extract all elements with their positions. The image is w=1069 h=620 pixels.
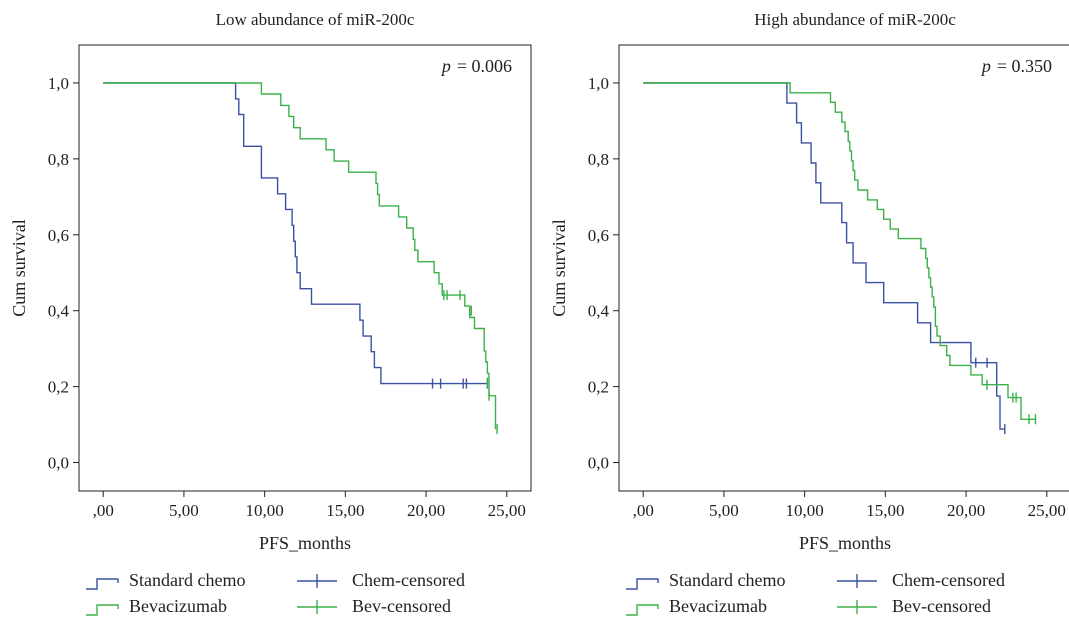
legend-item-standard-chemo: Standard chemo	[86, 570, 245, 590]
survival-curve-bevacizumab	[643, 82, 1036, 420]
y-axis: 0,0 0,2 0,4 0,6 0,8 1,0	[588, 74, 619, 473]
p-symbol: p	[440, 56, 451, 76]
y-tick-label: 0,4	[588, 302, 610, 321]
x-tick-label: ,00	[93, 501, 114, 520]
survival-curve-standard-chemo	[643, 82, 1005, 430]
x-axis-label: PFS_months	[259, 533, 351, 553]
x-tick-label: 10,00	[246, 501, 284, 520]
p-symbol: p	[980, 56, 991, 76]
legend-swatch-bevacizumab	[86, 604, 119, 616]
x-axis: ,00 5,00 10,00 15,00 20,00 25,00	[93, 491, 526, 520]
legend-item-standard-chemo: Standard chemo	[626, 570, 785, 590]
x-tick-label: 15,00	[866, 501, 904, 520]
plot-area	[643, 82, 1037, 435]
chart-title: High abundance of miR-200c	[754, 10, 956, 29]
legend-label-standard-chemo: Standard chemo	[669, 570, 785, 590]
x-tick-label: 25,00	[1028, 501, 1066, 520]
legend-item-bevacizumab: Bevacizumab	[86, 596, 227, 616]
y-tick-label: 0,0	[48, 454, 69, 473]
y-tick-label: 0,8	[48, 150, 69, 169]
legend-label-bevacizumab: Bevacizumab	[669, 596, 767, 616]
plot-area	[103, 82, 498, 435]
x-tick-label: 10,00	[786, 501, 824, 520]
panel-high-abundance: High abundance of miR-200c ,00 5,00 10,00 1…	[549, 10, 1069, 553]
legend-swatch-standard-chemo	[86, 578, 119, 590]
y-tick-label: 1,0	[588, 74, 609, 93]
p-value-label: p = 0.350	[980, 56, 1052, 76]
y-tick-label: 1,0	[48, 74, 69, 93]
p-value-label: p = 0.006	[440, 56, 512, 76]
y-tick-label: 0,4	[48, 302, 70, 321]
legend-label-bevacizumab: Bevacizumab	[129, 596, 227, 616]
p-value: = 0.350	[997, 56, 1052, 76]
y-tick-label: 0,2	[588, 378, 609, 397]
x-tick-label: 15,00	[326, 501, 364, 520]
legend-swatch-bev-censored	[837, 600, 877, 614]
legend-right: Standard chemo Bevacizumab Chem-censored…	[626, 570, 1005, 616]
plot-frame	[78, 44, 532, 492]
x-tick-label: 20,00	[407, 501, 445, 520]
x-axis: ,00 5,00 10,00 15,00 20,00 25,00	[633, 491, 1066, 520]
legend-label-chem-censored: Chem-censored	[892, 570, 1005, 590]
panel-low-abundance: Low abundance of miR-200c ,00 5,00 10,00 15…	[9, 10, 532, 553]
legend-swatch-chem-censored	[297, 574, 337, 588]
legend-swatch-chem-censored	[837, 574, 877, 588]
y-tick-label: 0,6	[48, 226, 69, 245]
y-axis-label: Cum survival	[549, 219, 569, 317]
legend-left: Standard chemo Bevacizumab Chem-censored…	[86, 570, 465, 616]
x-axis-label: PFS_months	[799, 533, 891, 553]
legend-swatch-bevacizumab	[626, 604, 659, 616]
legend-label-standard-chemo: Standard chemo	[129, 570, 245, 590]
legend-label-bev-censored: Bev-censored	[892, 596, 991, 616]
legend-label-chem-censored: Chem-censored	[352, 570, 465, 590]
x-tick-label: 20,00	[947, 501, 985, 520]
legend-swatch-bev-censored	[297, 600, 337, 614]
y-tick-label: 0,0	[588, 454, 609, 473]
x-tick-label: ,00	[633, 501, 654, 520]
legend-swatch-standard-chemo	[626, 578, 659, 590]
survival-curve-standard-chemo	[103, 82, 488, 385]
plot-frame	[618, 44, 1069, 492]
legend-item-chem-censored: Chem-censored	[837, 570, 1005, 590]
chart-title: Low abundance of miR-200c	[216, 10, 415, 29]
y-axis-label: Cum survival	[9, 219, 29, 317]
y-tick-label: 0,6	[588, 226, 609, 245]
x-tick-label: 5,00	[709, 501, 739, 520]
legend-item-bevacizumab: Bevacizumab	[626, 596, 767, 616]
legend-item-bev-censored: Bev-censored	[837, 596, 991, 616]
x-tick-label: 25,00	[488, 501, 526, 520]
legend-label-bev-censored: Bev-censored	[352, 596, 451, 616]
y-tick-label: 0,8	[588, 150, 609, 169]
legend-item-bev-censored: Bev-censored	[297, 596, 451, 616]
y-axis: 0,0 0,2 0,4 0,6 0,8 1,0	[48, 74, 79, 473]
x-tick-label: 5,00	[169, 501, 199, 520]
survival-curve-bevacizumab	[103, 82, 497, 430]
legend-item-chem-censored: Chem-censored	[297, 570, 465, 590]
y-tick-label: 0,2	[48, 378, 69, 397]
p-value: = 0.006	[457, 56, 512, 76]
